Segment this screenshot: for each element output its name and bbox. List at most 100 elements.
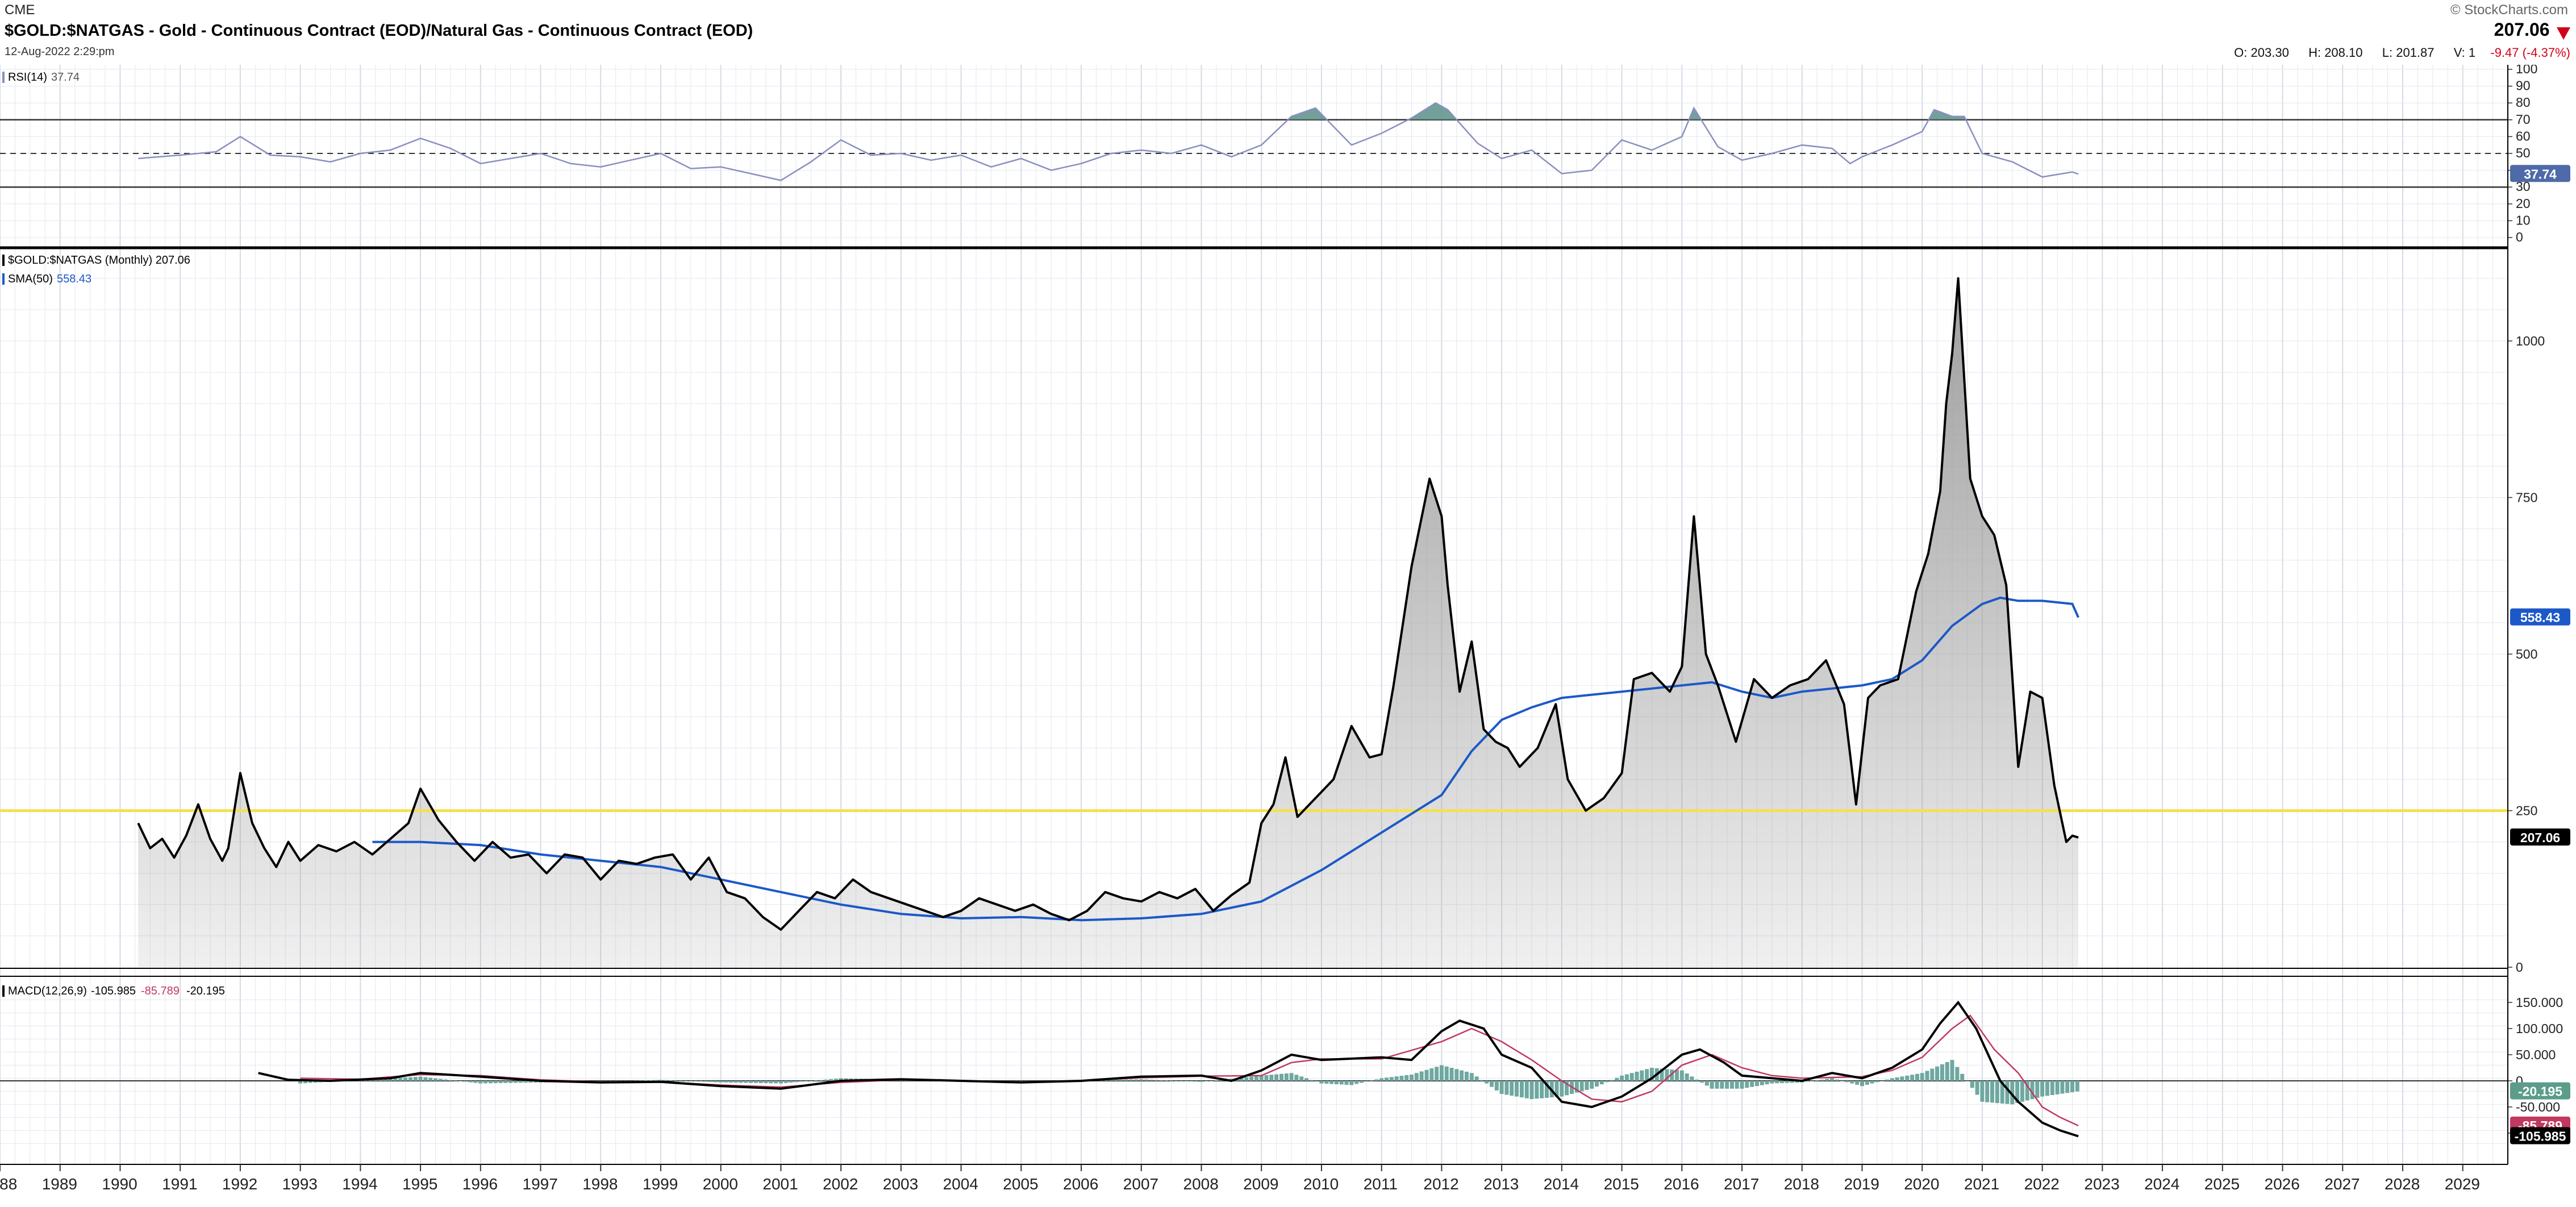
- macd-hist-bar: [433, 1078, 437, 1081]
- price-series-line: [137, 277, 2079, 931]
- macd-hist-bar: [1214, 1080, 1219, 1081]
- macd-tick-label: 150.000: [2516, 995, 2563, 1010]
- macd-hist-bar: [728, 1081, 733, 1083]
- macd-hist-bar: [719, 1081, 723, 1083]
- macd-hist-bar: [1159, 1080, 1164, 1081]
- x-tick-label: 2011: [1364, 1175, 1398, 1193]
- x-tick-label: 2010: [1303, 1175, 1339, 1193]
- macd-hist-bar: [1900, 1076, 1904, 1081]
- macd-hist-bar: [1414, 1073, 1419, 1081]
- macd-value-badge-bg: [2510, 1127, 2570, 1144]
- open-value: 203.30: [2250, 45, 2289, 60]
- x-tick-label: 2018: [1784, 1175, 1819, 1193]
- macd-hist-bar: [1385, 1077, 1389, 1081]
- macd-hist-bar: [423, 1077, 428, 1081]
- macd-hist-bar: [388, 1078, 393, 1081]
- price-line: [137, 277, 2079, 931]
- macd-hist-badge-bg: [2510, 1082, 2570, 1100]
- macd-hist-bar: [714, 1081, 718, 1083]
- macd-hist-bar: [1410, 1075, 1414, 1081]
- macd-hist-bar: [1745, 1081, 1749, 1088]
- x-tick-label: 2025: [2204, 1175, 2240, 1193]
- macd-hist-bar: [1895, 1077, 1899, 1081]
- macd-hist-bar: [1750, 1081, 1754, 1087]
- rsi-legend: RSI(14) 37.74: [2, 71, 80, 84]
- x-tick-label: 2009: [1243, 1175, 1278, 1193]
- high-value: 208.10: [2324, 45, 2363, 60]
- macd-hist-bar: [298, 1081, 303, 1084]
- macd-hist-bar: [1955, 1067, 1960, 1081]
- macd-hist-bar: [1690, 1076, 1694, 1081]
- high-label: H:: [2308, 45, 2321, 60]
- macd-hist-bar: [1985, 1081, 1990, 1102]
- macd-hist-bar: [1344, 1081, 1349, 1085]
- macd-hist-bar: [1920, 1073, 1924, 1081]
- macd-hist-bar: [658, 1080, 663, 1081]
- rsi-axis: 0102030405060708090100: [2508, 65, 2537, 244]
- macd-hist-bar: [2070, 1081, 2074, 1093]
- macd-hist-bar: [1860, 1081, 1864, 1087]
- macd-hist-bar: [1675, 1069, 1679, 1081]
- price-axis: 0 250 500 750 1000: [2508, 334, 2545, 975]
- sma-value-badge-bg: [2510, 608, 2570, 626]
- macd-hist-bar: [1640, 1070, 1644, 1081]
- macd-hist-bar: [1109, 1080, 1114, 1081]
- macd-hist-bar: [503, 1081, 508, 1083]
- macd-line: [258, 1000, 2079, 1138]
- macd-legend-signal: -85.789: [141, 985, 180, 997]
- macd-hist-bar: [1134, 1079, 1139, 1081]
- macd-hist-bar: [1554, 1081, 1559, 1097]
- x-tick-label: 2008: [1183, 1175, 1219, 1193]
- macd-hist-bar: [1710, 1081, 1714, 1089]
- macd-hist-bar: [1394, 1076, 1399, 1081]
- price-legend-label: $GOLD:$NATGAS (Monthly) 207.06: [8, 254, 190, 267]
- rsi-overbought-area: [1287, 108, 1327, 120]
- macd-hist-bar: [799, 1081, 803, 1082]
- macd-hist-bar: [1604, 1081, 1609, 1083]
- rsi-tick-label: 10: [2516, 213, 2531, 227]
- macd-hist-bar: [639, 1080, 643, 1081]
- macd-hist-bar: [1254, 1076, 1258, 1081]
- rsi-panel: 0102030405060708090100: [0, 65, 2537, 244]
- rsi-legend-label: RSI(14): [8, 71, 47, 84]
- macd-hist-bar: [1820, 1079, 1824, 1081]
- macd-hist-bar: [794, 1081, 798, 1083]
- macd-hist-bar: [413, 1077, 418, 1081]
- rsi-overbought-area: [1408, 103, 1457, 120]
- chart-datetime: 12-Aug-2022 2:29:pm: [5, 45, 115, 58]
- price-tick-label: 500: [2516, 647, 2537, 661]
- x-tick-label: 2007: [1123, 1175, 1158, 1193]
- macd-hist-bar: [1144, 1079, 1149, 1081]
- macd-hist-bar: [398, 1077, 403, 1081]
- macd-hist-bar: [1194, 1081, 1199, 1082]
- macd-hist-bar: [1319, 1081, 1324, 1084]
- x-tick-label: 1999: [643, 1175, 678, 1193]
- x-tick-label: 2019: [1844, 1175, 1879, 1193]
- macd-hist-bar: [2015, 1081, 2020, 1104]
- macd-hist-bar: [833, 1079, 838, 1081]
- macd-hist-bar: [1359, 1081, 1364, 1083]
- macd-hist-bar: [1980, 1081, 1985, 1102]
- macd-hist-bar: [1925, 1071, 1929, 1081]
- macd-hist-bar: [1855, 1081, 1860, 1085]
- volume-value: 1: [2468, 45, 2476, 60]
- x-tick-label: 1991: [162, 1175, 197, 1193]
- macd-hist-bar: [708, 1081, 713, 1082]
- macd-hist-bar: [1850, 1081, 1854, 1084]
- macd-hist-bar: [1685, 1073, 1689, 1081]
- macd-series-line: [258, 1000, 2079, 1138]
- macd-hist-bar: [1950, 1060, 1954, 1081]
- macd-hist-bar: [1515, 1081, 1519, 1097]
- macd-hist-bar: [1830, 1078, 1835, 1081]
- macd-hist-bar: [1369, 1080, 1374, 1081]
- sma-legend-value: 558.43: [57, 273, 91, 285]
- macd-hist-bar: [1389, 1077, 1394, 1081]
- macd-hist-bar: [1565, 1081, 1569, 1096]
- macd-hist-bar: [1494, 1081, 1499, 1091]
- macd-hist-bar: [1560, 1081, 1564, 1097]
- x-tick-label: 1988: [0, 1175, 17, 1193]
- macd-hist-bar: [1740, 1081, 1744, 1089]
- change-value: -9.47 (-4.37%): [2490, 45, 2570, 60]
- macd-hist-bar: [758, 1081, 763, 1083]
- rsi-tick-label: 70: [2516, 112, 2531, 127]
